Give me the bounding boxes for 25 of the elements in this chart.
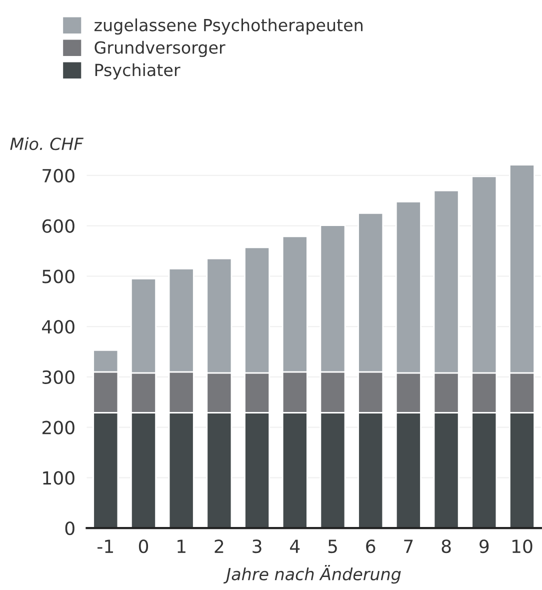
legend-label: zugelassene Psychotherapeuten: [94, 18, 362, 35]
x-tick-label: 10: [512, 539, 532, 554]
y-tick-label: 400: [42, 320, 74, 334]
x-tick-label: -1: [98, 540, 113, 553]
x-axis-title: Jahre nach Änderung: [223, 564, 401, 584]
y-tick-label: 0: [65, 522, 74, 536]
legend-label: Psychiater: [95, 63, 180, 80]
x-tick-label: 0: [138, 539, 148, 554]
x-tick-label: 1: [178, 540, 186, 553]
x-tick-label: 3: [252, 539, 262, 554]
x-tick-label: 8: [442, 539, 451, 554]
x-tick-label: 5: [328, 540, 337, 554]
y-tick-label: 200: [42, 420, 74, 434]
legend-label: Grundversorger: [94, 40, 226, 58]
x-tick-label: 6: [366, 539, 376, 554]
x-tick-label: 9: [480, 539, 489, 554]
x-tick-label: 4: [290, 540, 300, 553]
y-tick-label: 100: [43, 471, 74, 485]
x-tick-label: 7: [404, 540, 413, 553]
x-tick-label: 2: [214, 539, 224, 553]
y-tick-label: 700: [42, 168, 74, 183]
y-tick-label: 600: [42, 219, 74, 233]
y-axis-title: Mio. CHF: [10, 137, 84, 150]
y-tick-label: 300: [42, 370, 74, 384]
y-tick-label: 500: [42, 270, 74, 284]
